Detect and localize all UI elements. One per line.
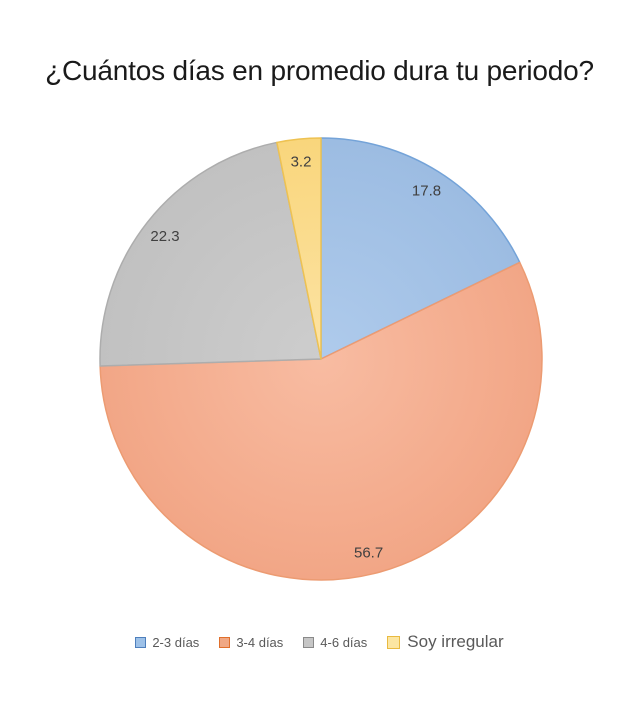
legend-swatch-4-6-dias bbox=[303, 636, 315, 648]
legend-item-4-6-dias: 4-6 días bbox=[303, 635, 367, 650]
pie-slice-soy-irregular bbox=[276, 137, 322, 360]
legend-swatch-2-3-dias bbox=[135, 636, 147, 648]
chart-legend: 2-3 días 3-4 días 4-6 días Soy irregular bbox=[0, 630, 639, 654]
legend-label: Soy irregular bbox=[407, 632, 504, 651]
legend-swatch-3-4-dias bbox=[219, 636, 231, 648]
legend-item-2-3-dias: 2-3 días bbox=[135, 635, 199, 650]
data-label-4-6-dias: 22.3 bbox=[150, 228, 179, 245]
chart-title: ¿Cuántos días en promedio dura tu period… bbox=[45, 55, 594, 86]
legend-item-3-4-dias: 3-4 días bbox=[219, 635, 283, 650]
legend-label: 2-3 días bbox=[152, 634, 200, 650]
pie-slice-4-6-dias bbox=[99, 141, 322, 367]
data-label-2-3-dias: 17.8 bbox=[412, 183, 441, 200]
data-label-3-4-dias: 56.7 bbox=[354, 544, 383, 561]
legend-label: 4-6 días bbox=[320, 634, 368, 650]
legend-label: 3-4 días bbox=[236, 634, 284, 650]
data-label-soy-irregular: 3.2 bbox=[291, 153, 312, 170]
pie-slice-3-4-dias bbox=[99, 261, 543, 581]
legend-swatch-soy-irregular bbox=[387, 635, 401, 649]
legend-item-soy-irregular: Soy irregular bbox=[387, 632, 504, 652]
pie-slice-2-3-dias bbox=[320, 137, 521, 360]
